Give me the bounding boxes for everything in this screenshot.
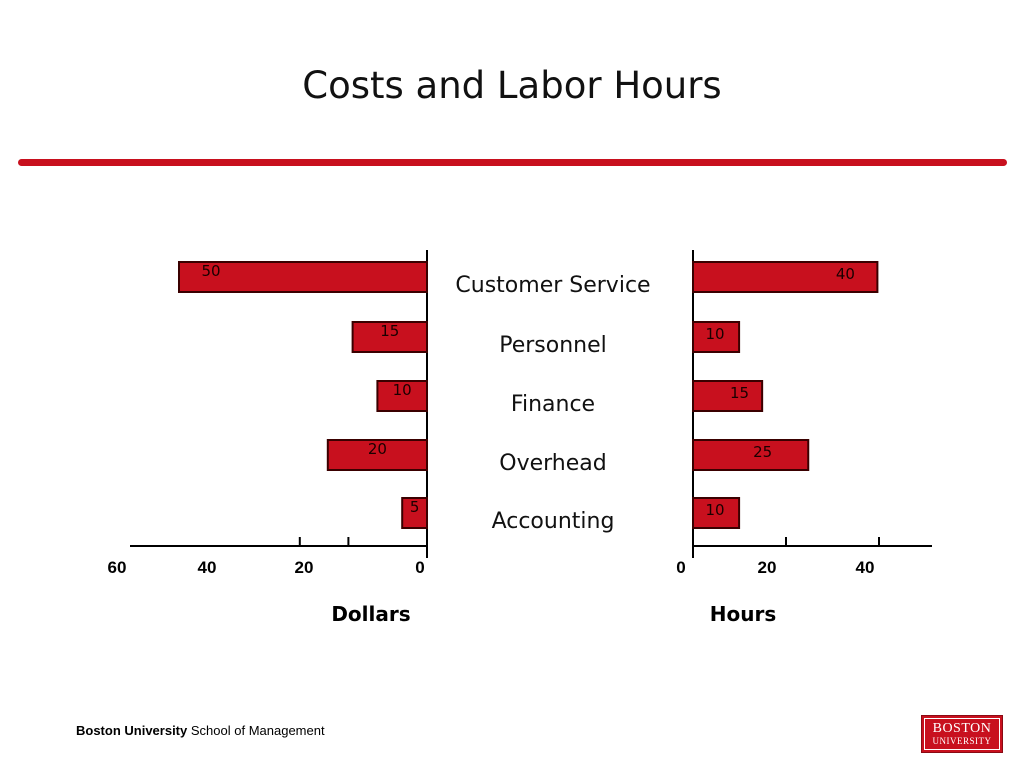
cost-bar xyxy=(326,439,428,471)
cost-bar xyxy=(401,497,429,529)
left-tick-label: 60 xyxy=(108,558,127,577)
hours-bar xyxy=(692,261,879,293)
slide-title: Costs and Labor Hours xyxy=(302,64,722,107)
cost-bar-label: 10 xyxy=(393,381,412,399)
title-divider xyxy=(18,159,1007,166)
left-tick-label: 40 xyxy=(198,558,217,577)
category-label: Customer Service xyxy=(455,273,650,298)
hours-bar xyxy=(692,380,764,412)
category-label: Finance xyxy=(511,392,595,417)
cost-bar xyxy=(351,321,429,353)
left-axis-title: Dollars xyxy=(331,602,410,626)
cost-bar xyxy=(376,380,428,412)
logo-line1: BOSTON xyxy=(932,721,992,736)
cost-bar-label: 15 xyxy=(380,322,399,340)
category-label: Personnel xyxy=(499,333,607,358)
category-label: Overhead xyxy=(499,451,606,476)
cost-bar xyxy=(178,261,428,293)
left-tick-label: 20 xyxy=(295,558,314,577)
hours-bar-label: 15 xyxy=(730,384,749,402)
right-tick-label: 40 xyxy=(856,558,875,577)
boston-university-logo: BOSTON UNIVERSITY xyxy=(921,715,1003,753)
footer-institution: Boston University xyxy=(76,723,188,738)
footer-school: School of Management xyxy=(190,723,325,738)
left-tick-label: 0 xyxy=(415,558,424,577)
right-tick-label: 20 xyxy=(758,558,777,577)
footer: Boston University School of Management xyxy=(76,723,325,738)
hours-bar xyxy=(692,439,810,471)
right-tick-label: 0 xyxy=(676,558,685,577)
cost-bar-label: 5 xyxy=(410,498,420,516)
hours-bar xyxy=(692,321,741,353)
category-label: Accounting xyxy=(492,509,615,534)
hours-bar-label: 25 xyxy=(753,443,772,461)
hours-bar-label: 10 xyxy=(705,325,724,343)
hours-bar xyxy=(692,497,741,529)
logo-line2: UNIVERSITY xyxy=(932,736,992,746)
cost-bar-label: 20 xyxy=(368,440,387,458)
cost-bar-label: 50 xyxy=(201,262,220,280)
right-axis-title: Hours xyxy=(710,602,776,626)
hours-bar-label: 10 xyxy=(705,501,724,519)
hours-bar-label: 40 xyxy=(836,265,855,283)
